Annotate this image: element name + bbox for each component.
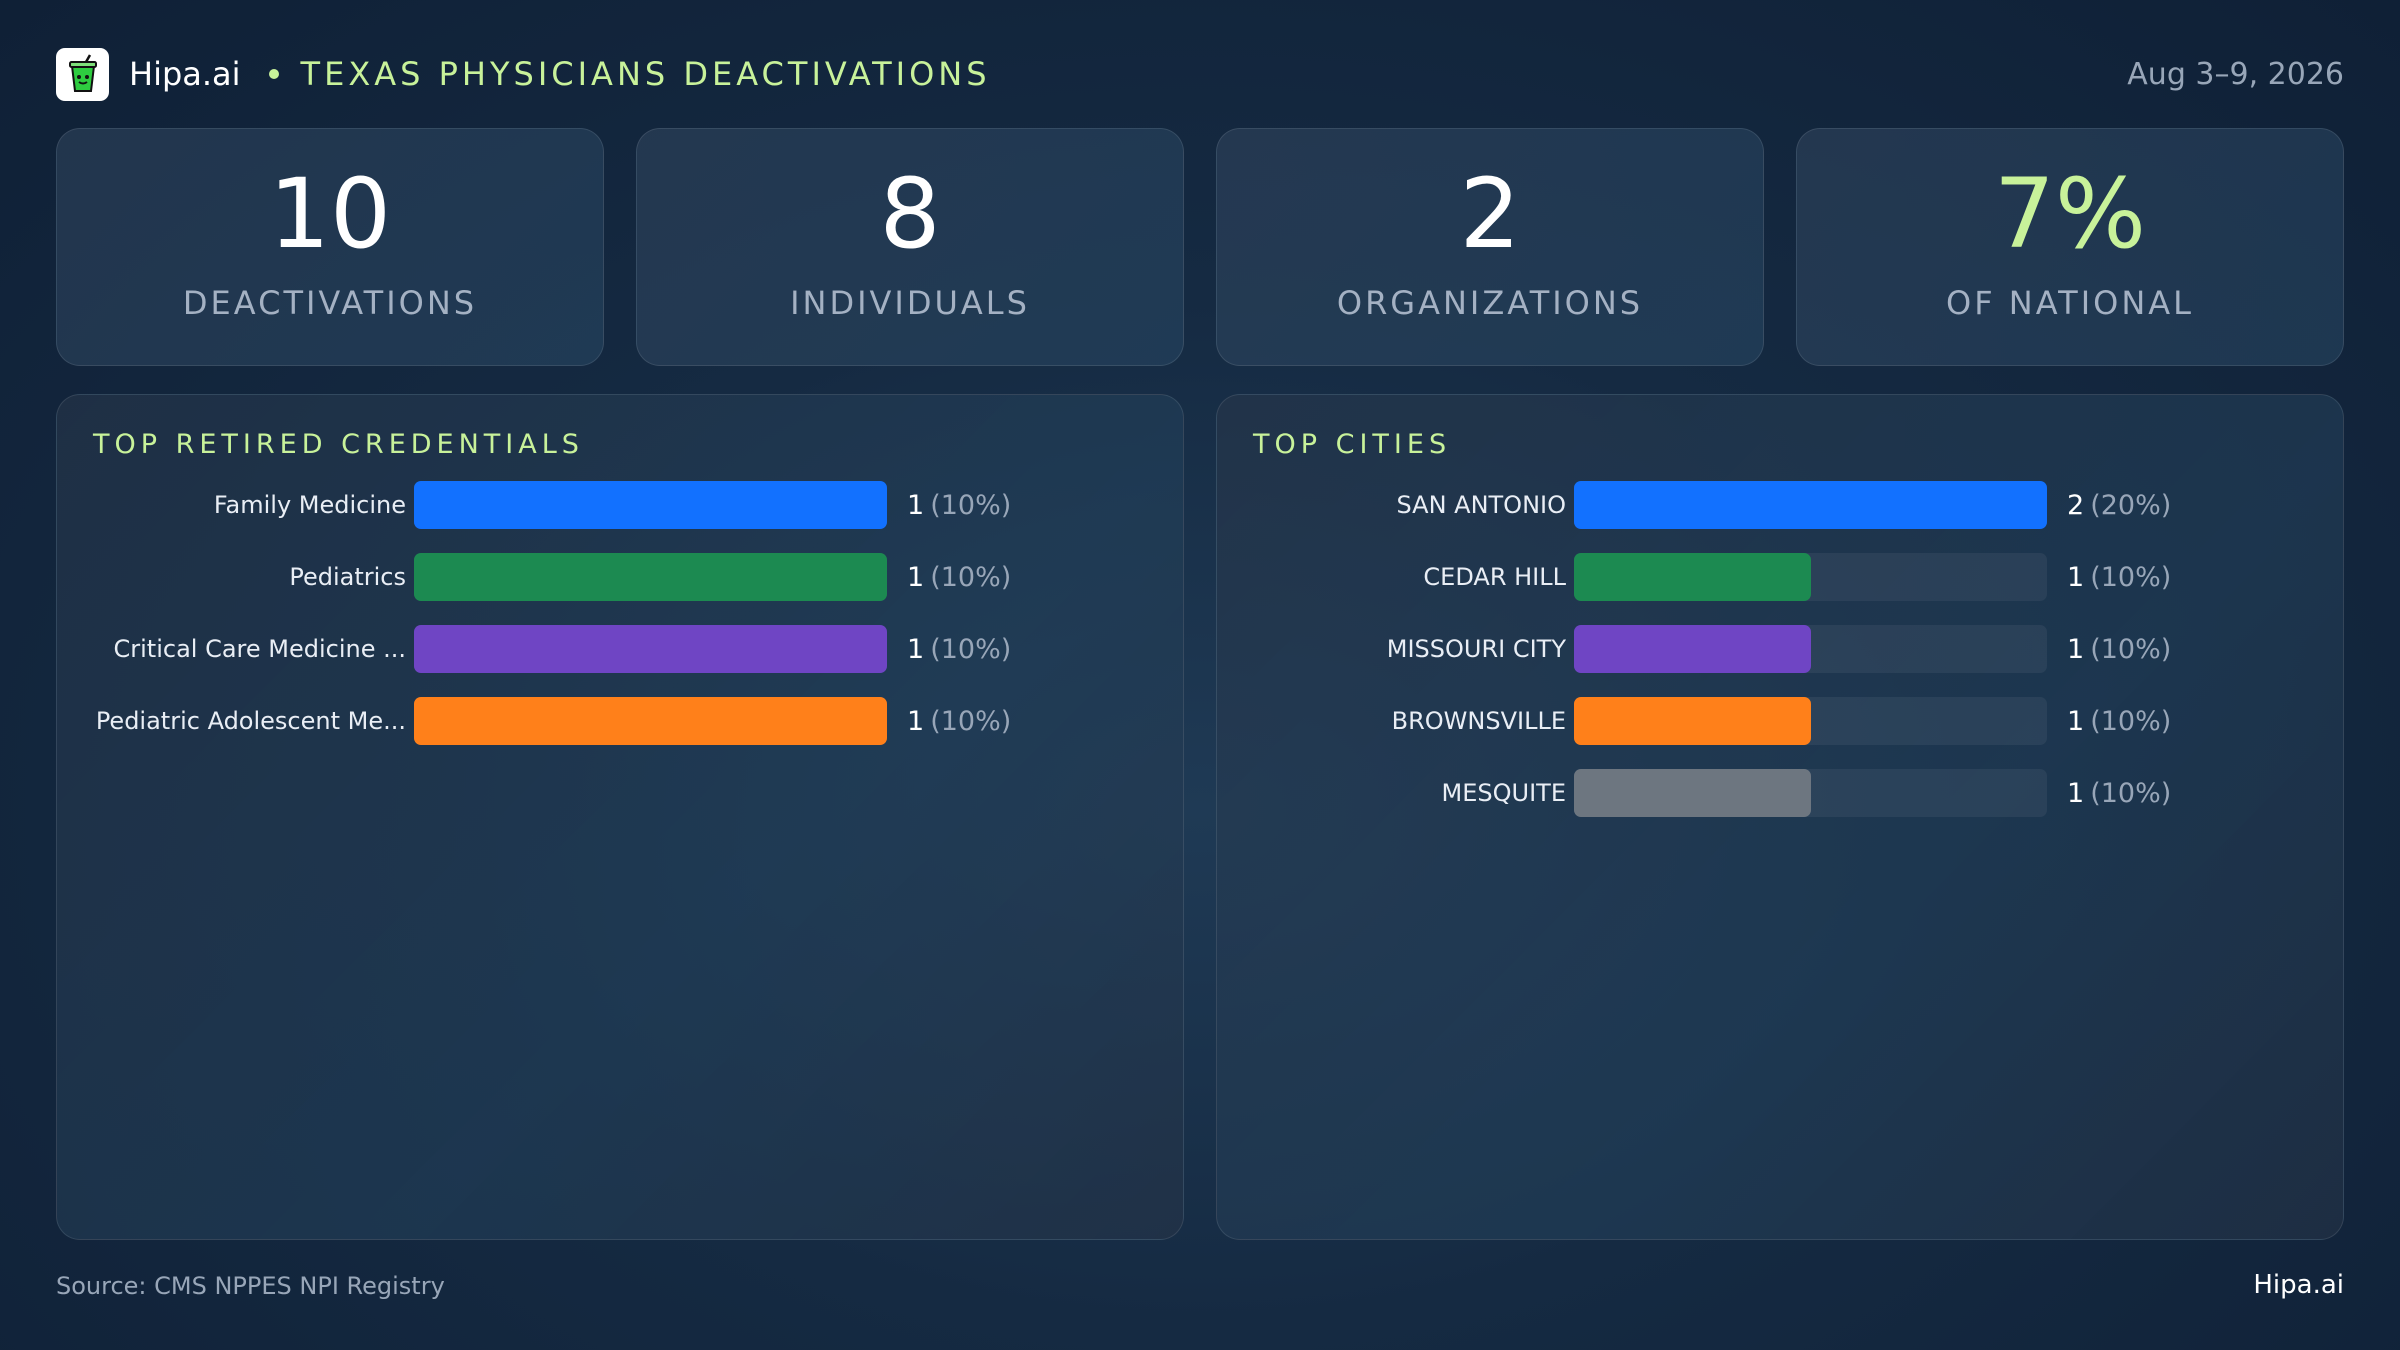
bar-count: 1	[2067, 777, 2085, 809]
kpi-card-national-share: 7% OF NATIONAL	[1796, 128, 2344, 366]
bar-track	[414, 553, 887, 601]
brand-name: Hipa.ai	[129, 55, 241, 93]
bar-row: Pediatrics 1 (10%)	[57, 553, 1183, 601]
bar-row: Critical Care Medicine ... 1 (10%)	[57, 625, 1183, 673]
bar-value-label: 1 (10%)	[907, 625, 1011, 673]
cup-logo-icon	[56, 47, 109, 101]
bar	[1574, 553, 1811, 601]
kpi-value: 2	[1459, 158, 1521, 270]
bar-track	[414, 481, 887, 529]
bar-label: SAN ANTONIO	[1396, 491, 1566, 519]
bar-value-label: 1 (10%)	[2067, 553, 2171, 601]
bar-value-label: 1 (10%)	[2067, 697, 2171, 745]
source-note: Source: CMS NPPES NPI Registry	[56, 1272, 445, 1300]
bar-label: BROWNSVILLE	[1391, 707, 1566, 735]
bar-row: Pediatric Adolescent Me... 1 (10%)	[57, 697, 1183, 745]
bar-value-label: 2 (20%)	[2067, 481, 2171, 529]
bar-percent: (10%)	[930, 561, 1012, 593]
bar-label: Pediatrics	[289, 563, 406, 591]
bar-count: 1	[907, 705, 925, 737]
footer-brand: Hipa.ai	[2253, 1270, 2344, 1300]
bar-value-label: 1 (10%)	[907, 697, 1011, 745]
bar-row: CEDAR HILL 1 (10%)	[1217, 553, 2343, 601]
bar-track	[414, 697, 887, 745]
bar	[1574, 481, 2047, 529]
bar-track	[1574, 553, 2047, 601]
bar-track	[414, 625, 887, 673]
bar-percent: (10%)	[2090, 705, 2172, 737]
bar-row: Family Medicine 1 (10%)	[57, 481, 1183, 529]
kpi-value: 8	[879, 158, 941, 270]
kpi-label: DEACTIVATIONS	[182, 284, 478, 322]
bar-label: Pediatric Adolescent Me...	[95, 707, 406, 735]
bar-value-label: 1 (10%)	[2067, 769, 2171, 817]
bar-percent: (10%)	[2090, 777, 2172, 809]
panel-title: TOP RETIRED CREDENTIALS	[93, 429, 584, 460]
bar-label: Family Medicine	[213, 491, 406, 519]
bar	[414, 553, 887, 601]
bar-percent: (10%)	[2090, 633, 2172, 665]
bar-track	[1574, 481, 2047, 529]
separator-dot	[268, 69, 279, 79]
bar-percent: (10%)	[930, 489, 1012, 521]
bar-value-label: 1 (10%)	[907, 481, 1011, 529]
bar-count: 1	[2067, 705, 2085, 737]
bar	[1574, 625, 1811, 673]
bar-value-label: 1 (10%)	[907, 553, 1011, 601]
bar	[414, 481, 887, 529]
kpi-value: 10	[268, 158, 392, 270]
bar-label: MISSOURI CITY	[1386, 635, 1566, 663]
bar-percent: (10%)	[930, 633, 1012, 665]
bar-track	[1574, 625, 2047, 673]
bar-track	[1574, 769, 2047, 817]
bar-count: 1	[907, 489, 925, 521]
header: Hipa.ai TEXAS PHYSICIANS DEACTIVATIONS A…	[56, 46, 2344, 102]
kpi-card-deactivations: 10 DEACTIVATIONS	[56, 128, 604, 366]
bar-row: MISSOURI CITY 1 (10%)	[1217, 625, 2343, 673]
bar-value-label: 1 (10%)	[2067, 625, 2171, 673]
bar-count: 1	[907, 633, 925, 665]
bar-row: SAN ANTONIO 2 (20%)	[1217, 481, 2343, 529]
panel-title: TOP CITIES	[1253, 429, 1452, 460]
credentials-panel: TOP RETIRED CREDENTIALS Family Medicine 1…	[56, 394, 1184, 1240]
cities-panel: TOP CITIES SAN ANTONIO 2 (20%) CEDAR HILL 1(…	[1216, 394, 2344, 1240]
bar-track	[1574, 697, 2047, 745]
bar-count: 2	[2067, 489, 2085, 521]
bar-count: 1	[2067, 633, 2085, 665]
kpi-value: 7%	[1993, 158, 2147, 270]
bar-row: MESQUITE 1 (10%)	[1217, 769, 2343, 817]
bar-label: CEDAR HILL	[1423, 563, 1566, 591]
date-range: Aug 3–9, 2026	[2127, 56, 2344, 92]
bar-label: Critical Care Medicine ...	[113, 635, 407, 663]
bar-percent: (20%)	[2090, 489, 2172, 521]
kpi-label: OF NATIONAL	[1946, 284, 2194, 322]
kpi-card-organizations: 2 ORGANIZATIONS	[1216, 128, 1764, 366]
kpi-label: INDIVIDUALS	[790, 284, 1030, 322]
kpi-row: 10 DEACTIVATIONS 8 INDIVIDUALS 2 ORGANIZ…	[56, 128, 2344, 366]
bar-percent: (10%)	[930, 705, 1012, 737]
bar-label: MESQUITE	[1441, 779, 1566, 807]
kpi-label: ORGANIZATIONS	[1336, 284, 1644, 322]
bar-count: 1	[2067, 561, 2085, 593]
bar-row: BROWNSVILLE 1 (10%)	[1217, 697, 2343, 745]
bar-percent: (10%)	[2090, 561, 2172, 593]
bar-count: 1	[907, 561, 925, 593]
page-title: TEXAS PHYSICIANS DEACTIVATIONS	[300, 55, 991, 93]
bar	[1574, 697, 1811, 745]
bar	[414, 625, 887, 673]
bar	[1574, 769, 1811, 817]
kpi-card-individuals: 8 INDIVIDUALS	[636, 128, 1184, 366]
bar	[414, 697, 887, 745]
